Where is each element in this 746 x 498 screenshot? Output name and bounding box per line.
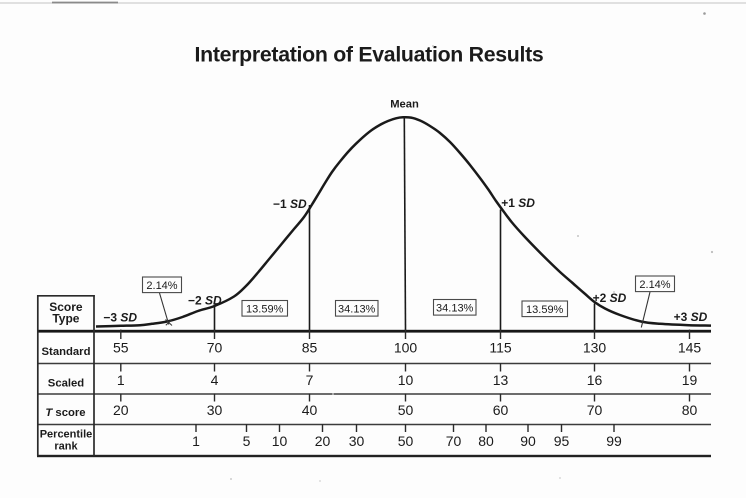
- svg-text:10: 10: [398, 372, 414, 388]
- svg-text:80: 80: [682, 402, 698, 418]
- svg-text:+3 SD: +3 SD: [674, 310, 708, 324]
- svg-text:Standard: Standard: [42, 346, 91, 358]
- svg-text:100: 100: [394, 340, 418, 356]
- svg-text:130: 130: [583, 340, 607, 356]
- svg-text:90: 90: [520, 433, 536, 449]
- svg-text:rank: rank: [54, 440, 78, 452]
- svg-text:55: 55: [113, 340, 129, 356]
- svg-text:30: 30: [207, 402, 223, 418]
- svg-text:4: 4: [211, 372, 219, 388]
- svg-text:13: 13: [493, 372, 509, 388]
- svg-text:85: 85: [302, 340, 318, 356]
- svg-text:16: 16: [587, 372, 603, 388]
- svg-text:1: 1: [192, 433, 200, 449]
- svg-text:60: 60: [493, 402, 509, 418]
- svg-text:99: 99: [606, 433, 622, 449]
- svg-text:20: 20: [113, 402, 129, 418]
- svg-text:115: 115: [489, 340, 512, 356]
- svg-text:145: 145: [678, 340, 702, 356]
- svg-text:80: 80: [478, 433, 494, 449]
- svg-text:1: 1: [117, 372, 125, 388]
- svg-text:20: 20: [315, 433, 331, 449]
- svg-text:Type: Type: [52, 311, 79, 325]
- svg-text:−1 SD: −1 SD: [273, 197, 307, 211]
- svg-text:Score: Score: [49, 300, 83, 314]
- svg-text:5: 5: [243, 433, 251, 449]
- svg-text:70: 70: [587, 402, 603, 418]
- svg-text:+1 SD: +1 SD: [501, 196, 535, 210]
- svg-text:34.13%: 34.13%: [338, 303, 376, 315]
- svg-text:13.59%: 13.59%: [526, 304, 564, 316]
- svg-text:50: 50: [398, 402, 414, 418]
- svg-text:Interpretation of Evaluation R: Interpretation of Evaluation Results: [195, 43, 544, 67]
- svg-text:50: 50: [398, 433, 414, 449]
- svg-text:95: 95: [554, 433, 570, 449]
- svg-text:19: 19: [682, 372, 698, 388]
- svg-text:Scaled: Scaled: [48, 378, 85, 390]
- svg-text:−3 SD: −3 SD: [103, 311, 137, 325]
- svg-text:30: 30: [349, 433, 365, 449]
- svg-text:−2 SD: −2 SD: [188, 294, 222, 308]
- svg-text:70: 70: [207, 340, 223, 356]
- svg-text:2.14%: 2.14%: [146, 280, 177, 292]
- svg-text:Percentile: Percentile: [40, 429, 93, 441]
- svg-text:2.14%: 2.14%: [639, 279, 670, 291]
- svg-text:10: 10: [272, 433, 288, 449]
- svg-text:T score: T score: [45, 407, 85, 419]
- svg-text:Mean: Mean: [390, 99, 419, 111]
- svg-text:70: 70: [446, 433, 462, 449]
- svg-text:7: 7: [306, 372, 314, 388]
- svg-text:40: 40: [302, 402, 318, 418]
- svg-text:+2 SD: +2 SD: [593, 291, 627, 305]
- svg-text:34.13%: 34.13%: [436, 302, 474, 314]
- svg-text:13.59%: 13.59%: [246, 303, 284, 315]
